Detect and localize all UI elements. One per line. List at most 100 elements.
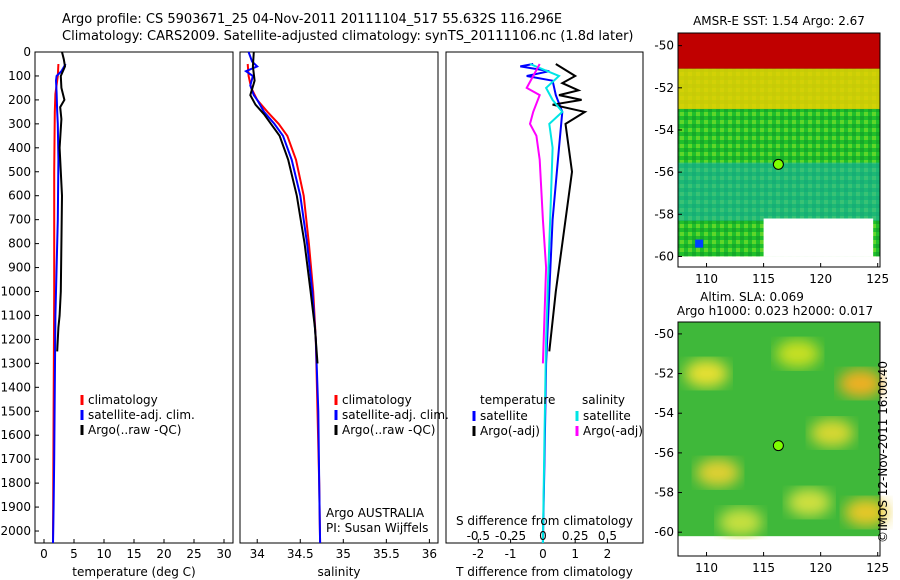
sst-cold-band <box>678 162 880 221</box>
x-tick-label: 110 <box>695 272 718 286</box>
sst-missing <box>763 218 874 257</box>
header-subtitle: Climatology: CARS2009. Satellite-adjuste… <box>62 29 634 44</box>
sla-anomaly <box>695 458 740 487</box>
x-tick-label: 34.5 <box>287 547 314 561</box>
sla-map-panel: 110 115 120 125 -50 -52 -54 -56 -58 -60 Altim. SLA… <box>654 290 889 575</box>
sst-mid-band <box>678 68 880 109</box>
y-tick-label: 1800 <box>0 476 31 490</box>
y-tick-label: -60 <box>654 249 674 263</box>
x-tick-label: 2 <box>604 547 612 561</box>
series-line-argo <box>249 51 319 364</box>
sst-title: AMSR-E SST: 1.54 Argo: 2.67 <box>693 14 865 28</box>
series-line-sat_s <box>529 63 564 544</box>
map-frame <box>677 321 881 557</box>
sla-subtitle: Argo h1000: 0.023 h2000: 0.017 <box>677 304 873 318</box>
legend-label: satellite-adj. clim. <box>88 408 195 422</box>
y-tick-label: 200 <box>8 93 31 107</box>
annotation-pi: PI: Susan Wijffels <box>326 521 428 535</box>
imos-watermark: ©IMOS 12-Nov-2011 16:00:40 <box>876 360 890 543</box>
legend-label: Argo(..raw -QC) <box>342 423 435 437</box>
sla-anomaly <box>810 419 855 448</box>
map-frame <box>677 32 881 268</box>
y-tick-label: 1000 <box>0 285 31 299</box>
x-tick-label: -1 <box>505 547 517 561</box>
y-tick-label: -56 <box>654 165 674 179</box>
sla-anomaly <box>775 339 820 368</box>
y-tick-label: -60 <box>654 525 674 539</box>
x-tick-label: 5 <box>70 547 78 561</box>
x-tick-label: 34 <box>250 547 265 561</box>
x-tick-label: 20 <box>156 547 171 561</box>
y-tick-label: 1400 <box>0 380 31 394</box>
y-tick-label: 600 <box>8 189 31 203</box>
sla-anomaly <box>844 498 889 527</box>
y-tick-label: 300 <box>8 117 31 131</box>
y-tick-label: -50 <box>654 327 674 341</box>
x-tick-label: 35 <box>336 547 351 561</box>
series-line-sat <box>520 63 564 544</box>
s-tick-label: 0.25 <box>562 529 589 543</box>
sla-anomaly <box>718 508 763 537</box>
sst-map-panel: 110 115 120 125 -50 -52 -54 -56 -58 -60 AMSR-E SST… <box>654 14 889 286</box>
legend-label: Argo(-adj) <box>480 424 540 438</box>
y-tick-label: 500 <box>8 165 31 179</box>
y-tick-label: -58 <box>654 486 674 500</box>
y-tick-label: -54 <box>654 123 674 137</box>
difference-panel: -2 -1 0 1 2 T difference from climatology -0.5… <box>445 51 644 579</box>
annotation-institution: Argo AUSTRALIA <box>326 506 425 520</box>
series-line-argo <box>56 51 67 352</box>
legend-label: climatology <box>88 393 158 407</box>
x-tick-label: 1 <box>571 547 579 561</box>
y-tick-label: 700 <box>8 213 31 227</box>
x-axis-label: temperature (deg C) <box>72 565 195 579</box>
x-tick-label: 35.5 <box>373 547 400 561</box>
sla-title: Altim. SLA: 0.069 <box>700 290 804 304</box>
y-tick-label: 900 <box>8 261 31 275</box>
argo-float-marker <box>772 158 784 170</box>
y-tick-label: 1100 <box>0 308 31 322</box>
s-tick-label: 0.5 <box>598 529 617 543</box>
series-line-sat <box>243 51 322 544</box>
series-line-argo <box>548 63 588 352</box>
y-tick-label: 1900 <box>0 500 31 514</box>
salinity-panel: 34 34.5 35 35.5 36 salinity climatologysatelli… <box>239 51 449 579</box>
x-tick-label: 125 <box>866 561 889 575</box>
legend-title-salinity: salinity <box>582 393 625 407</box>
s-tick-label: 0 <box>539 529 547 543</box>
legend-title-temperature: temperature <box>480 393 555 407</box>
x-tick-label: 115 <box>752 272 775 286</box>
y-tick-label: 1500 <box>0 404 31 418</box>
y-tick-label: 1600 <box>0 428 31 442</box>
y-tick-label: 100 <box>8 69 31 83</box>
sla-anomaly <box>684 359 729 388</box>
y-tick-label: 2000 <box>0 524 31 538</box>
y-tick-label: -58 <box>654 207 674 221</box>
legend-label: climatology <box>342 393 412 407</box>
series-line-clim <box>52 63 60 544</box>
y-tick-label: -56 <box>654 446 674 460</box>
s-tick-label: -0.5 <box>467 529 490 543</box>
legend-label: Argo(-adj) <box>583 424 643 438</box>
x-tick-label: 120 <box>809 272 832 286</box>
y-tick-label: 800 <box>8 237 31 251</box>
y-tick-label: 1200 <box>0 332 31 346</box>
sla-anomaly <box>787 488 832 517</box>
x-tick-label: 125 <box>866 272 889 286</box>
x-tick-label: 120 <box>809 561 832 575</box>
x-tick-label: 0 <box>539 547 547 561</box>
x-tick-label: 115 <box>752 561 775 575</box>
x-tick-label: 36 <box>422 547 437 561</box>
series-line-argo_s <box>525 63 548 364</box>
x-axis-label: T difference from climatology <box>455 565 633 579</box>
legend-label: satellite-adj. clim. <box>342 408 449 422</box>
y-tick-label: -52 <box>654 367 674 381</box>
legend-label: satellite <box>480 409 528 423</box>
s-tick-label: -0.25 <box>495 529 526 543</box>
header-title: Argo profile: CS 5903671_25 04-Nov-2011 … <box>62 12 563 27</box>
y-tick-label: -52 <box>654 81 674 95</box>
legend-label: satellite <box>583 409 631 423</box>
sst-cold-cell <box>695 239 704 248</box>
y-tick-label: 400 <box>8 141 31 155</box>
x-tick-label: 25 <box>186 547 201 561</box>
sla-anomaly <box>838 369 883 398</box>
